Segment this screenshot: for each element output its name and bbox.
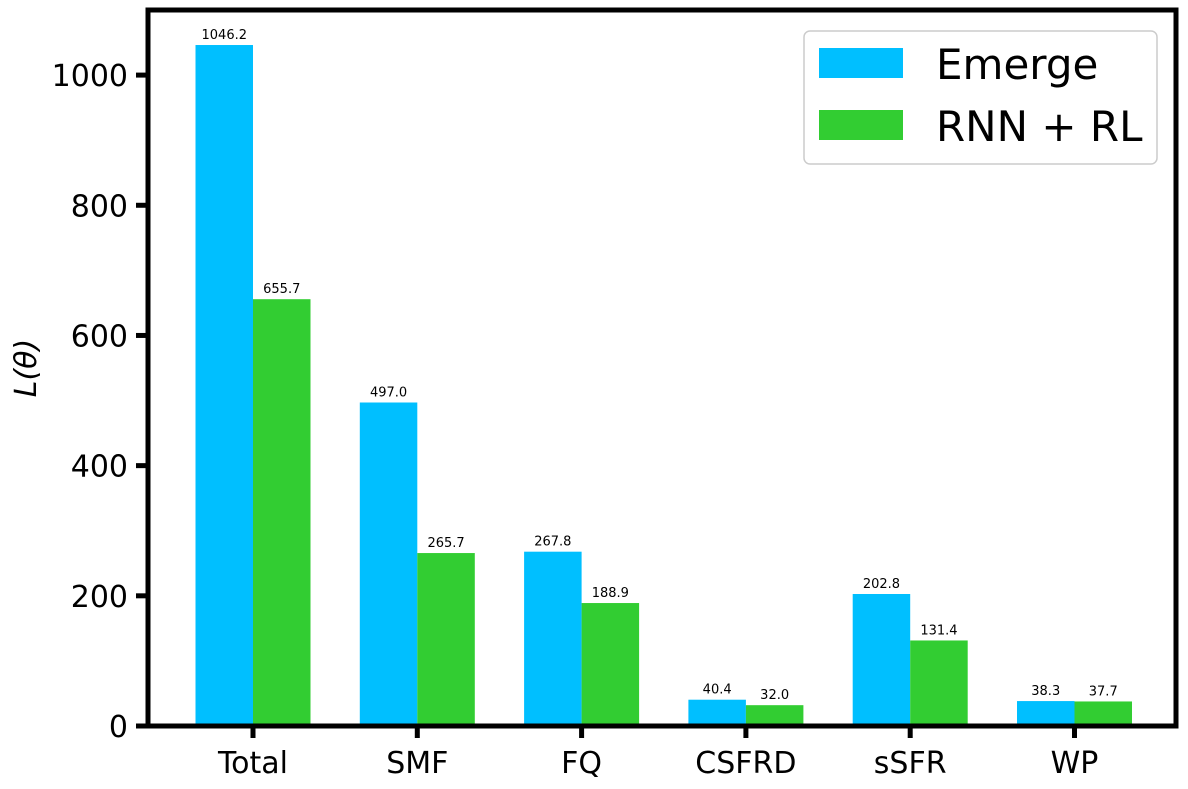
data-label: 188.9 (592, 586, 629, 601)
x-tick-label: FQ (561, 746, 602, 781)
data-label: 38.3 (1031, 684, 1060, 699)
data-label: 1046.2 (202, 28, 248, 43)
data-label: 37.7 (1089, 684, 1118, 699)
data-label: 655.7 (263, 282, 300, 297)
y-axis-label: L(θ) (9, 339, 44, 397)
bar-wp-emerge (1017, 701, 1075, 726)
plot-frame (145, 7, 1179, 729)
x-tick-label: WP (1051, 746, 1099, 781)
bar-fq-rnn-rl (581, 603, 640, 726)
bar-ssfr-rnn-rl (910, 640, 968, 726)
bar-ssfr-emerge (852, 593, 911, 726)
x-tick-label: CSFRD (695, 746, 796, 781)
bar-smf-emerge (359, 402, 418, 726)
data-label: 267.8 (534, 535, 571, 550)
y-tick-label: 600 (71, 319, 128, 354)
data-label: 40.4 (703, 683, 732, 698)
x-tick-label: sSFR (874, 746, 947, 781)
data-label: 265.7 (427, 536, 464, 551)
data-label: 131.4 (920, 623, 957, 638)
legend-swatch (819, 48, 903, 78)
x-axis: Total SMF FQ CSFRD sSFR WP (217, 726, 1098, 781)
y-tick-label: 1000 (52, 59, 128, 94)
y-tick-label: 200 (71, 580, 128, 615)
legend-entry: RNN + RL (936, 102, 1143, 151)
bar-csfrd-rnn-rl (745, 705, 804, 726)
y-tick-label: 800 (71, 189, 128, 224)
bar-csfrd-emerge (688, 699, 746, 726)
x-tick-label: SMF (386, 746, 448, 781)
data-label: 497.0 (370, 385, 407, 400)
bar-total-rnn-rl (253, 299, 311, 726)
bar-wp-rnn-rl (1074, 701, 1132, 726)
bars-group (195, 45, 1132, 726)
bar-fq-emerge (524, 551, 582, 726)
legend: Emerge RNN + RL (803, 30, 1158, 165)
x-tick-label: Total (217, 746, 288, 781)
y-tick-label: 400 (71, 450, 128, 485)
data-label: 32.0 (760, 688, 789, 703)
legend-entry: Emerge (936, 40, 1098, 89)
bar-labels-group: 1046.2 655.7 497.0 265.7 267.8 188.9 40.4 32.0 2… (202, 28, 1118, 703)
bar-smf-rnn-rl (417, 553, 475, 726)
data-label: 202.8 (863, 577, 900, 592)
y-axis: 0 200 400 600 800 1000 (52, 59, 148, 745)
legend-swatch (819, 110, 903, 140)
bar-total-emerge (195, 45, 253, 726)
y-tick-label: 0 (109, 710, 128, 745)
